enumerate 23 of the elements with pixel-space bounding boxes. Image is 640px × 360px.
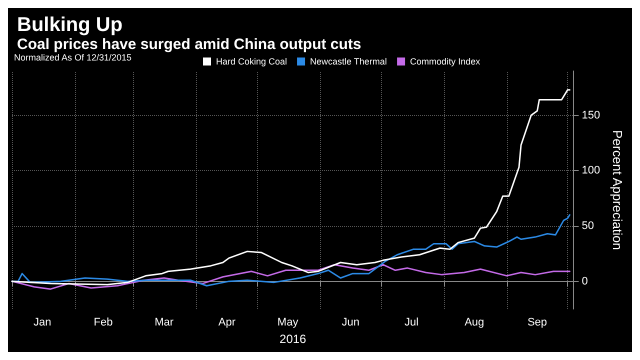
y-tick-label: 150 bbox=[582, 109, 600, 122]
legend-label: Hard Coking Coal bbox=[216, 56, 288, 66]
legend-title: Normalized As Of 12/31/2015 bbox=[14, 52, 132, 62]
line-series bbox=[11, 264, 570, 290]
y-tick-label: 100 bbox=[582, 164, 600, 177]
line-series bbox=[11, 89, 570, 286]
x-axis-title: 2016 bbox=[280, 332, 307, 346]
x-tick-label: Jan bbox=[34, 316, 52, 328]
legend-label: Newcastle Thermal bbox=[310, 56, 387, 66]
y-axis-title: Percent Appreciation bbox=[610, 130, 625, 250]
x-tick-label: Jul bbox=[404, 316, 419, 328]
x-tick-label: Aug bbox=[464, 316, 484, 328]
x-tick-label: May bbox=[277, 316, 299, 328]
legend-label: Commodity Index bbox=[410, 56, 481, 66]
y-tick-label: 0 bbox=[582, 275, 588, 288]
x-tick-label: Mar bbox=[154, 316, 174, 328]
x-tick-label: Feb bbox=[94, 316, 113, 328]
x-tick-label: Jun bbox=[342, 316, 360, 328]
x-tick-label: Apr bbox=[218, 316, 236, 328]
x-tick-label: Sep bbox=[527, 316, 548, 328]
chart-subtitle: Coal prices have surged amid China output cuts bbox=[17, 36, 362, 53]
chart-title: Bulking Up bbox=[17, 14, 123, 36]
y-tick-label: 50 bbox=[582, 220, 594, 232]
